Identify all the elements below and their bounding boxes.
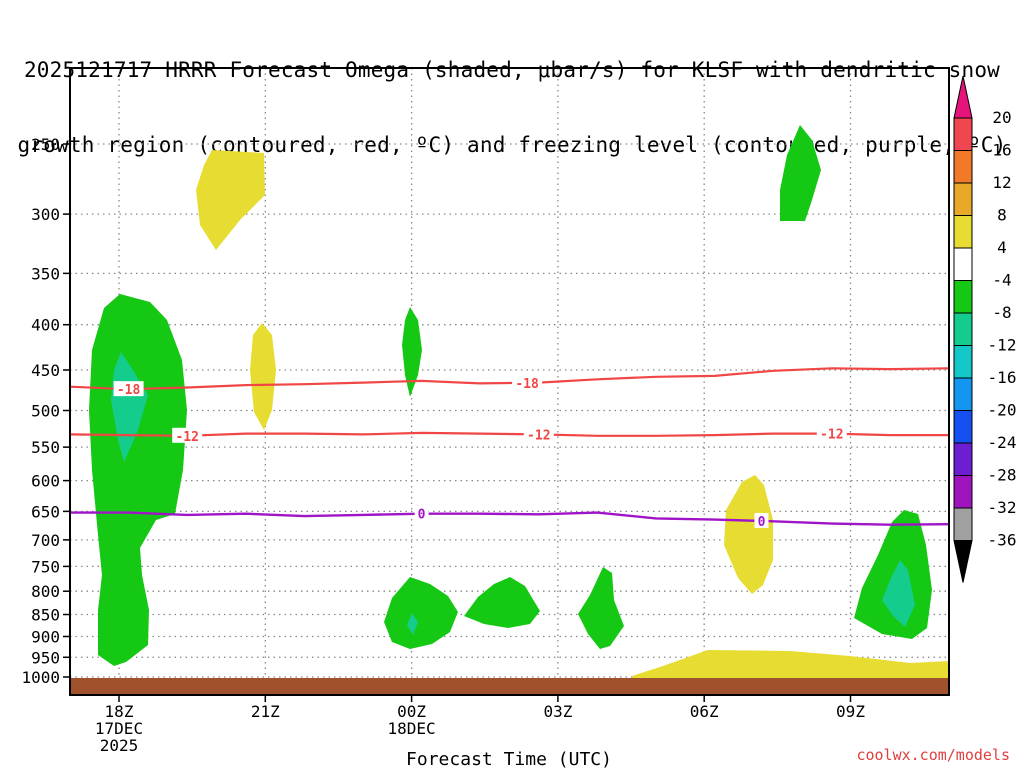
y-tick-label: 700 xyxy=(31,531,60,550)
contour-label-bg xyxy=(523,426,554,442)
colorbar-segment xyxy=(953,442,973,476)
colorbar-top-arrow xyxy=(953,75,973,119)
colorbar-segment xyxy=(953,345,973,379)
chart-title: 2025121717 HRRR Forecast Omega (shaded, … xyxy=(0,8,1024,183)
colorbar-label: 4 xyxy=(997,238,1007,257)
contour-label-bg xyxy=(816,425,847,441)
contour-label-bg xyxy=(414,505,429,521)
contour-label: -12 xyxy=(527,428,550,443)
x-tick-label: 21Z xyxy=(251,702,280,721)
colorbar-label: 8 xyxy=(997,206,1007,225)
y-tick-label: 900 xyxy=(31,627,60,646)
y-axis: 250 300 350 400 450 500 550 600 650 700 750 800 850 9… xyxy=(21,135,70,687)
y-tick-label: 750 xyxy=(31,557,60,576)
y-tick-label: 300 xyxy=(31,205,60,224)
y-tick-label: 950 xyxy=(31,648,60,667)
omega-region-green xyxy=(578,567,624,649)
colorbar-segment xyxy=(953,312,973,346)
omega-region-yellow xyxy=(196,150,265,250)
y-tick-label: 250 xyxy=(31,135,60,154)
colorbar-label: -32 xyxy=(988,498,1017,517)
colorbar-segment xyxy=(953,215,973,249)
contour-label-bg xyxy=(512,374,543,390)
y-tick-label: 600 xyxy=(31,472,60,491)
colorbar-segment xyxy=(953,475,973,509)
omega-region-yellow xyxy=(250,323,276,430)
contour-label: -18 xyxy=(515,377,539,392)
contour-label: -18 xyxy=(117,383,141,398)
omega-region-teal xyxy=(407,613,418,635)
omega-region-teal xyxy=(882,560,915,627)
contour-dendritic-minus12 xyxy=(70,431,949,437)
y-tick-label: 350 xyxy=(31,264,60,283)
x-tick-label: 06Z xyxy=(690,702,719,721)
y-tick-label: 450 xyxy=(31,361,60,380)
title-line-2: growth region (contoured, red, ºC) and f… xyxy=(17,133,1007,157)
contour-dendritic-minus18 xyxy=(70,367,949,391)
credit-link[interactable]: coolwx.com/models xyxy=(856,746,1010,764)
x-axis-label: Forecast Time (UTC) xyxy=(406,749,612,768)
y-tick-label: 800 xyxy=(31,582,60,601)
omega-shaded-regions xyxy=(89,125,949,695)
omega-region-green xyxy=(89,294,187,666)
contour-label: 0 xyxy=(758,515,766,530)
title-line-1: 2025121717 HRRR Forecast Omega (shaded, … xyxy=(23,58,1001,82)
colorbar-segment xyxy=(953,182,973,216)
contour-label-bg xyxy=(172,427,203,443)
colorbar-segment xyxy=(953,507,973,541)
colorbar-label: 20 xyxy=(992,108,1011,127)
x-tick-label: 18Z xyxy=(105,702,134,721)
plot-frame xyxy=(69,67,950,696)
contour-label: 0 xyxy=(418,508,426,523)
omega-region-yellow xyxy=(724,475,773,594)
contour-labels: -18 -18 -12 -12 -12 0 0 xyxy=(113,374,847,530)
colorbar-segment xyxy=(953,280,973,314)
y-tick-label: 650 xyxy=(31,502,60,521)
colorbar-label: -8 xyxy=(992,303,1011,322)
omega-region-green xyxy=(384,577,458,649)
colorbar-label: -16 xyxy=(988,368,1017,387)
colorbar-label: 16 xyxy=(992,141,1011,160)
contour-label: -12 xyxy=(820,428,843,443)
colorbar-segment xyxy=(953,377,973,411)
contour-label-bg xyxy=(754,512,769,528)
colorbar-segment xyxy=(953,117,973,151)
colorbar: 20 16 12 8 4 -4 -8 -12 -16 -20 -24 -28 -32 -36 xyxy=(953,75,1017,583)
colorbar-segment xyxy=(953,150,973,184)
colorbar-label: -28 xyxy=(988,466,1017,485)
colorbar-label: -24 xyxy=(988,433,1017,452)
colorbar-label: -36 xyxy=(988,531,1017,550)
contour-lines xyxy=(70,367,949,526)
colorbar-label: -12 xyxy=(988,336,1017,355)
contour-freezing-level xyxy=(70,511,949,526)
omega-region-green xyxy=(464,577,540,628)
y-tick-label: 850 xyxy=(31,606,60,625)
colorbar-bottom-arrow xyxy=(953,540,973,583)
y-tick-label: 1000 xyxy=(21,668,60,687)
x-tick-label: 09Z xyxy=(836,702,865,721)
omega-region-green xyxy=(780,125,821,221)
contour-label: -12 xyxy=(175,430,198,445)
colorbar-segment xyxy=(953,247,973,281)
colorbar-label: 12 xyxy=(992,173,1011,192)
omega-region-green xyxy=(402,307,422,397)
x-tick-label: 03Z xyxy=(543,702,572,721)
x-tick-label: 18DEC xyxy=(388,719,436,738)
colorbar-segment xyxy=(953,410,973,444)
x-tick-label: 00Z xyxy=(397,702,426,721)
colorbar-label: -20 xyxy=(988,401,1017,420)
x-tick-label: 2025 xyxy=(100,736,139,755)
y-tick-label: 500 xyxy=(31,402,60,421)
contour-label-bg xyxy=(113,381,144,397)
ground-surface xyxy=(70,678,949,695)
x-tick-label: 17DEC xyxy=(95,719,143,738)
y-tick-label: 400 xyxy=(31,316,60,335)
y-tick-label: 550 xyxy=(31,438,60,457)
colorbar-label: -4 xyxy=(992,271,1011,290)
